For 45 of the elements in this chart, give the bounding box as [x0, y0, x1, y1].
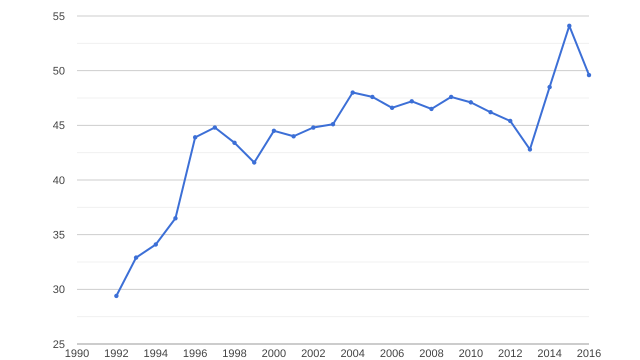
- point: [311, 125, 316, 130]
- x-tick-label: 1996: [182, 348, 208, 360]
- x-tick-label: 2002: [301, 348, 326, 360]
- x-tick-label: 2004: [340, 348, 365, 360]
- point: [192, 135, 198, 140]
- point: [291, 134, 296, 138]
- point: [410, 99, 414, 104]
- x-tick-label: 1998: [222, 348, 247, 360]
- y-tick-label: 30: [52, 284, 65, 296]
- point: [154, 242, 158, 247]
- y-tick-label: 50: [52, 66, 65, 78]
- x-tick-label: 2008: [419, 348, 444, 360]
- x-tick-label: 1994: [144, 348, 168, 360]
- point: [272, 128, 276, 133]
- point: [370, 94, 375, 100]
- x-tick-label: 2010: [458, 348, 484, 360]
- x-tick-label: 2000: [262, 348, 286, 360]
- point: [468, 100, 474, 105]
- x-tick-label: 1992: [104, 348, 129, 360]
- y-tick-label: 45: [52, 120, 65, 132]
- x-tick-label: 2006: [380, 348, 404, 360]
- point: [488, 110, 493, 114]
- point: [390, 106, 394, 110]
- y-tick-label: 35: [52, 230, 65, 242]
- x-tick-label: 2012: [498, 348, 522, 360]
- y-tick-label: 55: [52, 10, 65, 23]
- point: [429, 106, 434, 112]
- point: [134, 255, 138, 260]
- point: [173, 216, 178, 220]
- x-tick-label: 2014: [537, 348, 562, 360]
- point: [212, 125, 218, 130]
- x-tick-label: 2016: [576, 348, 602, 360]
- point: [252, 160, 256, 165]
- point: [350, 90, 355, 95]
- point: [586, 72, 592, 78]
- y-tick-label: 40: [52, 174, 65, 187]
- point: [528, 147, 532, 152]
- point: [547, 84, 552, 90]
- x-tick-label: 1990: [64, 348, 90, 360]
- point: [330, 122, 336, 126]
- point: [232, 140, 237, 146]
- y-tick-label: 25: [52, 338, 65, 351]
- point: [114, 294, 119, 298]
- point: [448, 94, 454, 100]
- point: [508, 118, 512, 124]
